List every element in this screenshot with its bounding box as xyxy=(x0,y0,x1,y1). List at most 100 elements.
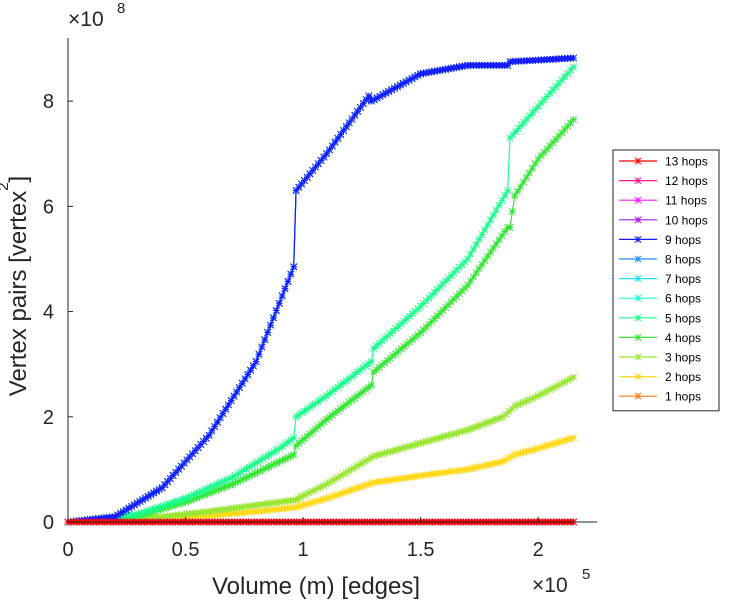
data-marker xyxy=(519,398,528,406)
series-6-hops xyxy=(64,54,578,526)
data-marker xyxy=(549,440,557,448)
legend-item: 2 hops xyxy=(619,370,701,384)
data-marker xyxy=(240,475,248,483)
data-marker xyxy=(248,471,256,479)
data-marker xyxy=(224,401,232,409)
data-marker xyxy=(480,462,488,470)
data-marker xyxy=(130,501,138,509)
data-marker xyxy=(267,449,275,458)
data-marker xyxy=(351,111,359,119)
data-marker xyxy=(303,405,311,413)
data-marker xyxy=(284,277,292,285)
data-marker xyxy=(564,436,572,444)
legend-label: 7 hops xyxy=(665,272,701,286)
x-tick-label: 0 xyxy=(62,539,73,561)
series-9-hops xyxy=(64,54,578,526)
data-marker xyxy=(474,422,483,430)
y-tick-label: 0 xyxy=(43,512,54,534)
data-marker xyxy=(170,498,179,506)
data-marker xyxy=(496,414,504,422)
data-marker xyxy=(226,481,234,489)
data-marker xyxy=(469,245,477,253)
data-marker xyxy=(378,450,386,458)
legend-marker xyxy=(634,235,642,243)
data-marker xyxy=(375,451,383,459)
data-marker xyxy=(367,357,375,366)
data-marker xyxy=(566,435,575,443)
data-marker xyxy=(134,510,143,518)
data-marker xyxy=(325,478,333,487)
data-marker xyxy=(317,396,325,404)
data-marker xyxy=(193,489,201,497)
data-marker xyxy=(469,464,477,472)
data-marker xyxy=(305,499,313,508)
y-axis-title-close: ] xyxy=(5,176,32,183)
y-axis-title-superscript: 2 xyxy=(0,182,12,190)
data-marker xyxy=(275,299,283,307)
data-marker xyxy=(495,201,503,209)
data-marker xyxy=(382,89,390,97)
data-marker xyxy=(472,423,480,431)
data-marker xyxy=(262,453,270,461)
data-marker xyxy=(128,502,136,511)
x-multiplier-exp: 5 xyxy=(582,566,590,583)
data-marker xyxy=(425,437,433,445)
data-marker xyxy=(569,54,578,62)
data-marker xyxy=(483,419,491,427)
data-marker xyxy=(511,192,519,200)
series-line xyxy=(67,57,574,523)
y-tick-label: 2 xyxy=(43,407,54,429)
data-marker xyxy=(245,463,253,471)
data-marker xyxy=(111,513,119,521)
x-axis-title: Volume (m) [edges] xyxy=(212,573,420,600)
data-marker xyxy=(253,468,262,476)
data-marker xyxy=(184,493,192,501)
data-marker xyxy=(353,484,361,492)
legend-marker xyxy=(634,196,642,204)
data-marker xyxy=(290,263,298,271)
data-marker xyxy=(362,96,370,104)
data-marker xyxy=(323,150,331,158)
data-marker xyxy=(558,437,566,445)
data-marker xyxy=(537,390,545,398)
data-marker xyxy=(373,94,381,102)
data-marker xyxy=(284,453,292,461)
legend-marker xyxy=(634,392,642,400)
data-marker xyxy=(267,321,275,329)
data-marker xyxy=(147,491,155,499)
data-marker xyxy=(302,500,310,508)
data-marker xyxy=(569,373,578,381)
y-tick-label: 4 xyxy=(43,302,54,324)
data-marker xyxy=(255,350,263,358)
data-marker xyxy=(247,366,255,374)
data-marker xyxy=(229,473,237,481)
data-marker xyxy=(484,252,492,260)
series-line xyxy=(67,66,574,523)
data-marker xyxy=(428,436,436,444)
data-marker xyxy=(281,455,289,463)
data-marker xyxy=(334,491,342,499)
data-marker xyxy=(408,441,416,449)
data-marker xyxy=(455,428,463,436)
data-marker xyxy=(251,469,259,478)
data-marker xyxy=(136,497,144,505)
data-marker xyxy=(302,490,310,498)
data-marker xyxy=(399,79,407,87)
data-marker xyxy=(182,494,190,502)
data-marker xyxy=(493,459,502,467)
data-marker xyxy=(276,457,284,466)
data-marker xyxy=(537,443,545,452)
data-marker xyxy=(486,216,495,224)
legend-item: 4 hops xyxy=(619,331,701,345)
data-marker xyxy=(222,405,230,413)
data-marker xyxy=(143,507,151,515)
data-marker xyxy=(287,270,295,278)
data-marker xyxy=(212,486,220,494)
data-marker xyxy=(458,427,466,436)
data-marker xyxy=(198,492,206,500)
data-marker xyxy=(148,505,156,514)
svg-text:Vertex pairs [vertex2]: Vertex pairs [vertex2] xyxy=(0,176,32,396)
data-marker xyxy=(450,430,458,438)
data-marker xyxy=(483,461,491,469)
data-marker xyxy=(546,386,554,394)
